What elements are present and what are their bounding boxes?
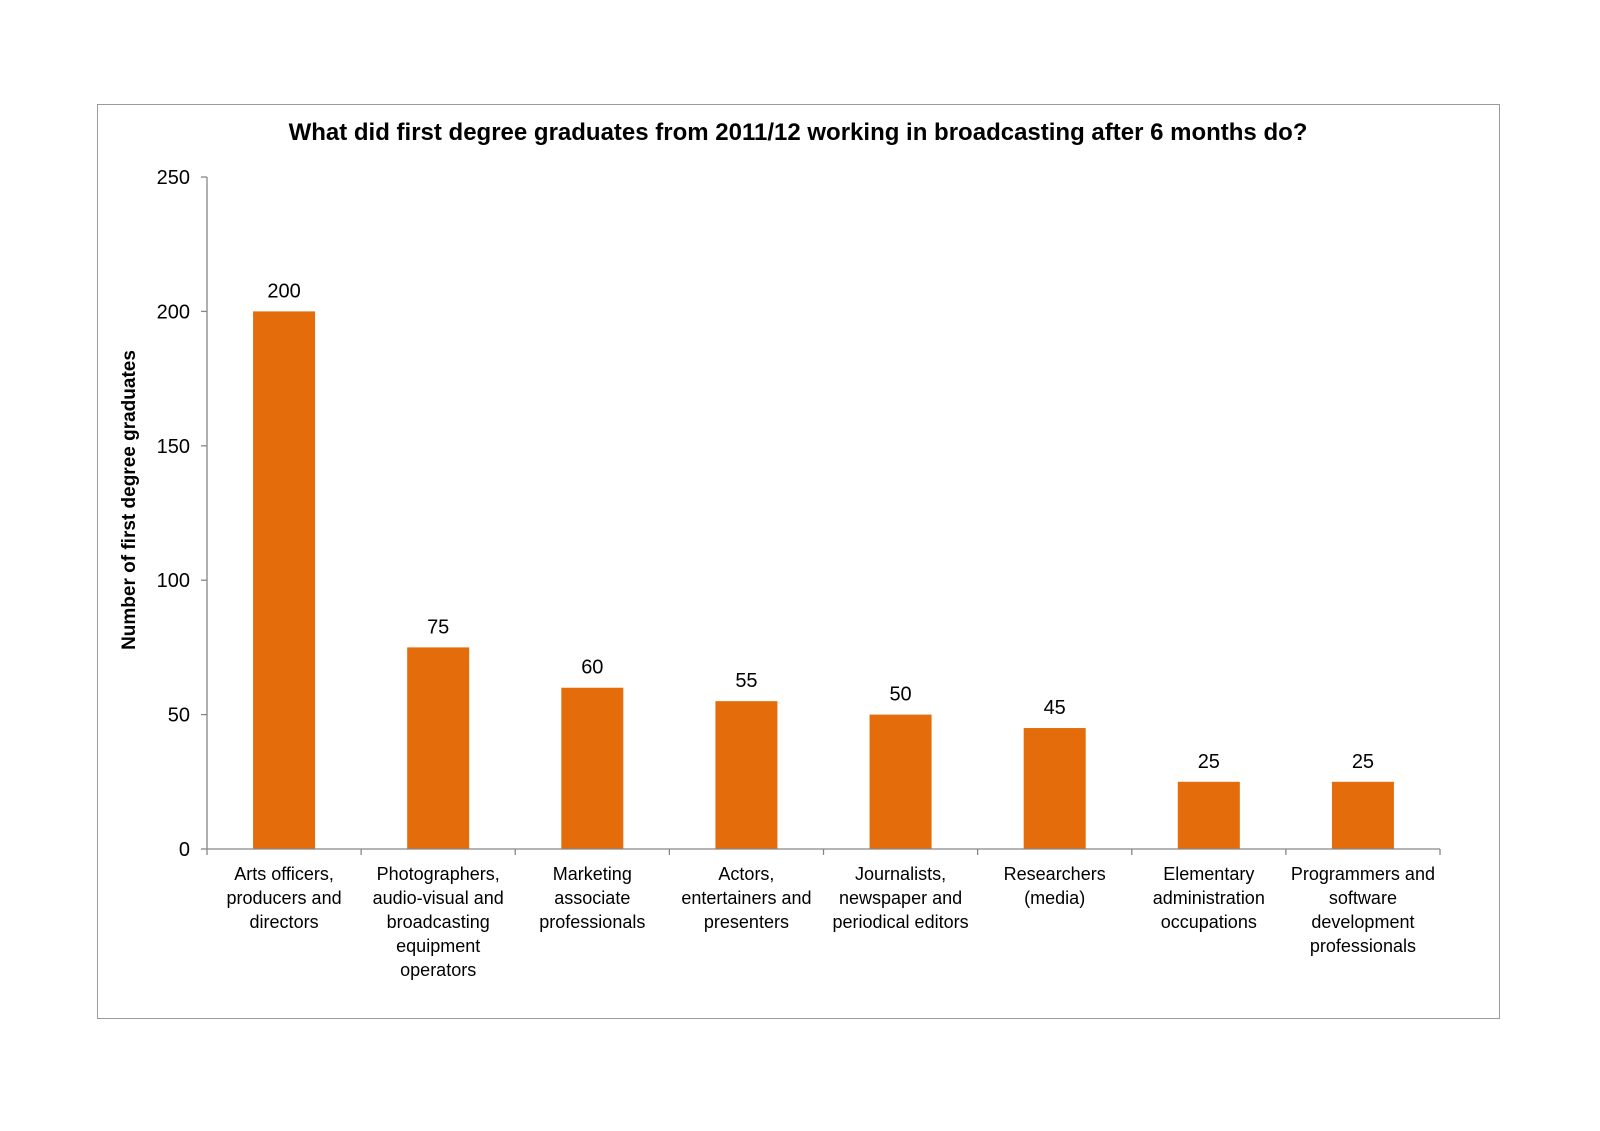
y-axis-label: Number of first degree graduates (119, 350, 140, 650)
y-tick-label: 50 (168, 705, 190, 727)
data-label: 200 (267, 280, 300, 302)
y-tick-label: 100 (157, 570, 190, 592)
data-labels: 200 75 60 55 50 45 25 25 (267, 280, 1374, 772)
data-label: 60 (581, 657, 603, 679)
y-tick-label: 200 (157, 301, 190, 323)
bars (253, 311, 1394, 849)
bar (561, 687, 624, 849)
data-label: 45 (1044, 697, 1066, 719)
data-label: 25 (1352, 751, 1374, 773)
data-label: 25 (1198, 751, 1220, 773)
category-label: Journalists, newspaper and periodical edit… (833, 864, 969, 932)
y-axis-ticks: 0 50 100 150 200 250 (157, 167, 1441, 861)
y-tick-label: 250 (157, 167, 190, 189)
chart-frame: What did first degree graduates from 201… (97, 104, 1500, 1019)
chart-title: What did first degree graduates from 201… (289, 119, 1308, 146)
bar (869, 714, 932, 849)
category-label: Researchers (media) (1004, 864, 1106, 908)
category-label: Elementary administration occupations (1153, 864, 1265, 932)
category-label: Arts officers, producers and directors (227, 864, 342, 932)
category-label: Actors, entertainers and presenters (681, 864, 811, 932)
data-label: 55 (735, 670, 757, 692)
bar-chart: What did first degree graduates from 201… (119, 119, 1441, 980)
bar (1023, 728, 1086, 849)
data-label: 50 (889, 684, 911, 706)
y-tick-label: 150 (157, 436, 190, 458)
bar (1177, 781, 1240, 849)
category-label: Programmers and software development profes… (1291, 864, 1435, 956)
bar (253, 311, 316, 849)
category-label: Photographers, audio-visual and broadcasti… (373, 864, 504, 980)
category-label: Marketing associate professionals (539, 864, 645, 932)
bar (1331, 781, 1394, 849)
bar (715, 701, 778, 849)
category-labels: Arts officers, producers and directors Phot… (227, 864, 1435, 980)
y-tick-label: 0 (179, 839, 190, 861)
data-label: 75 (427, 616, 449, 638)
bar (407, 647, 470, 849)
